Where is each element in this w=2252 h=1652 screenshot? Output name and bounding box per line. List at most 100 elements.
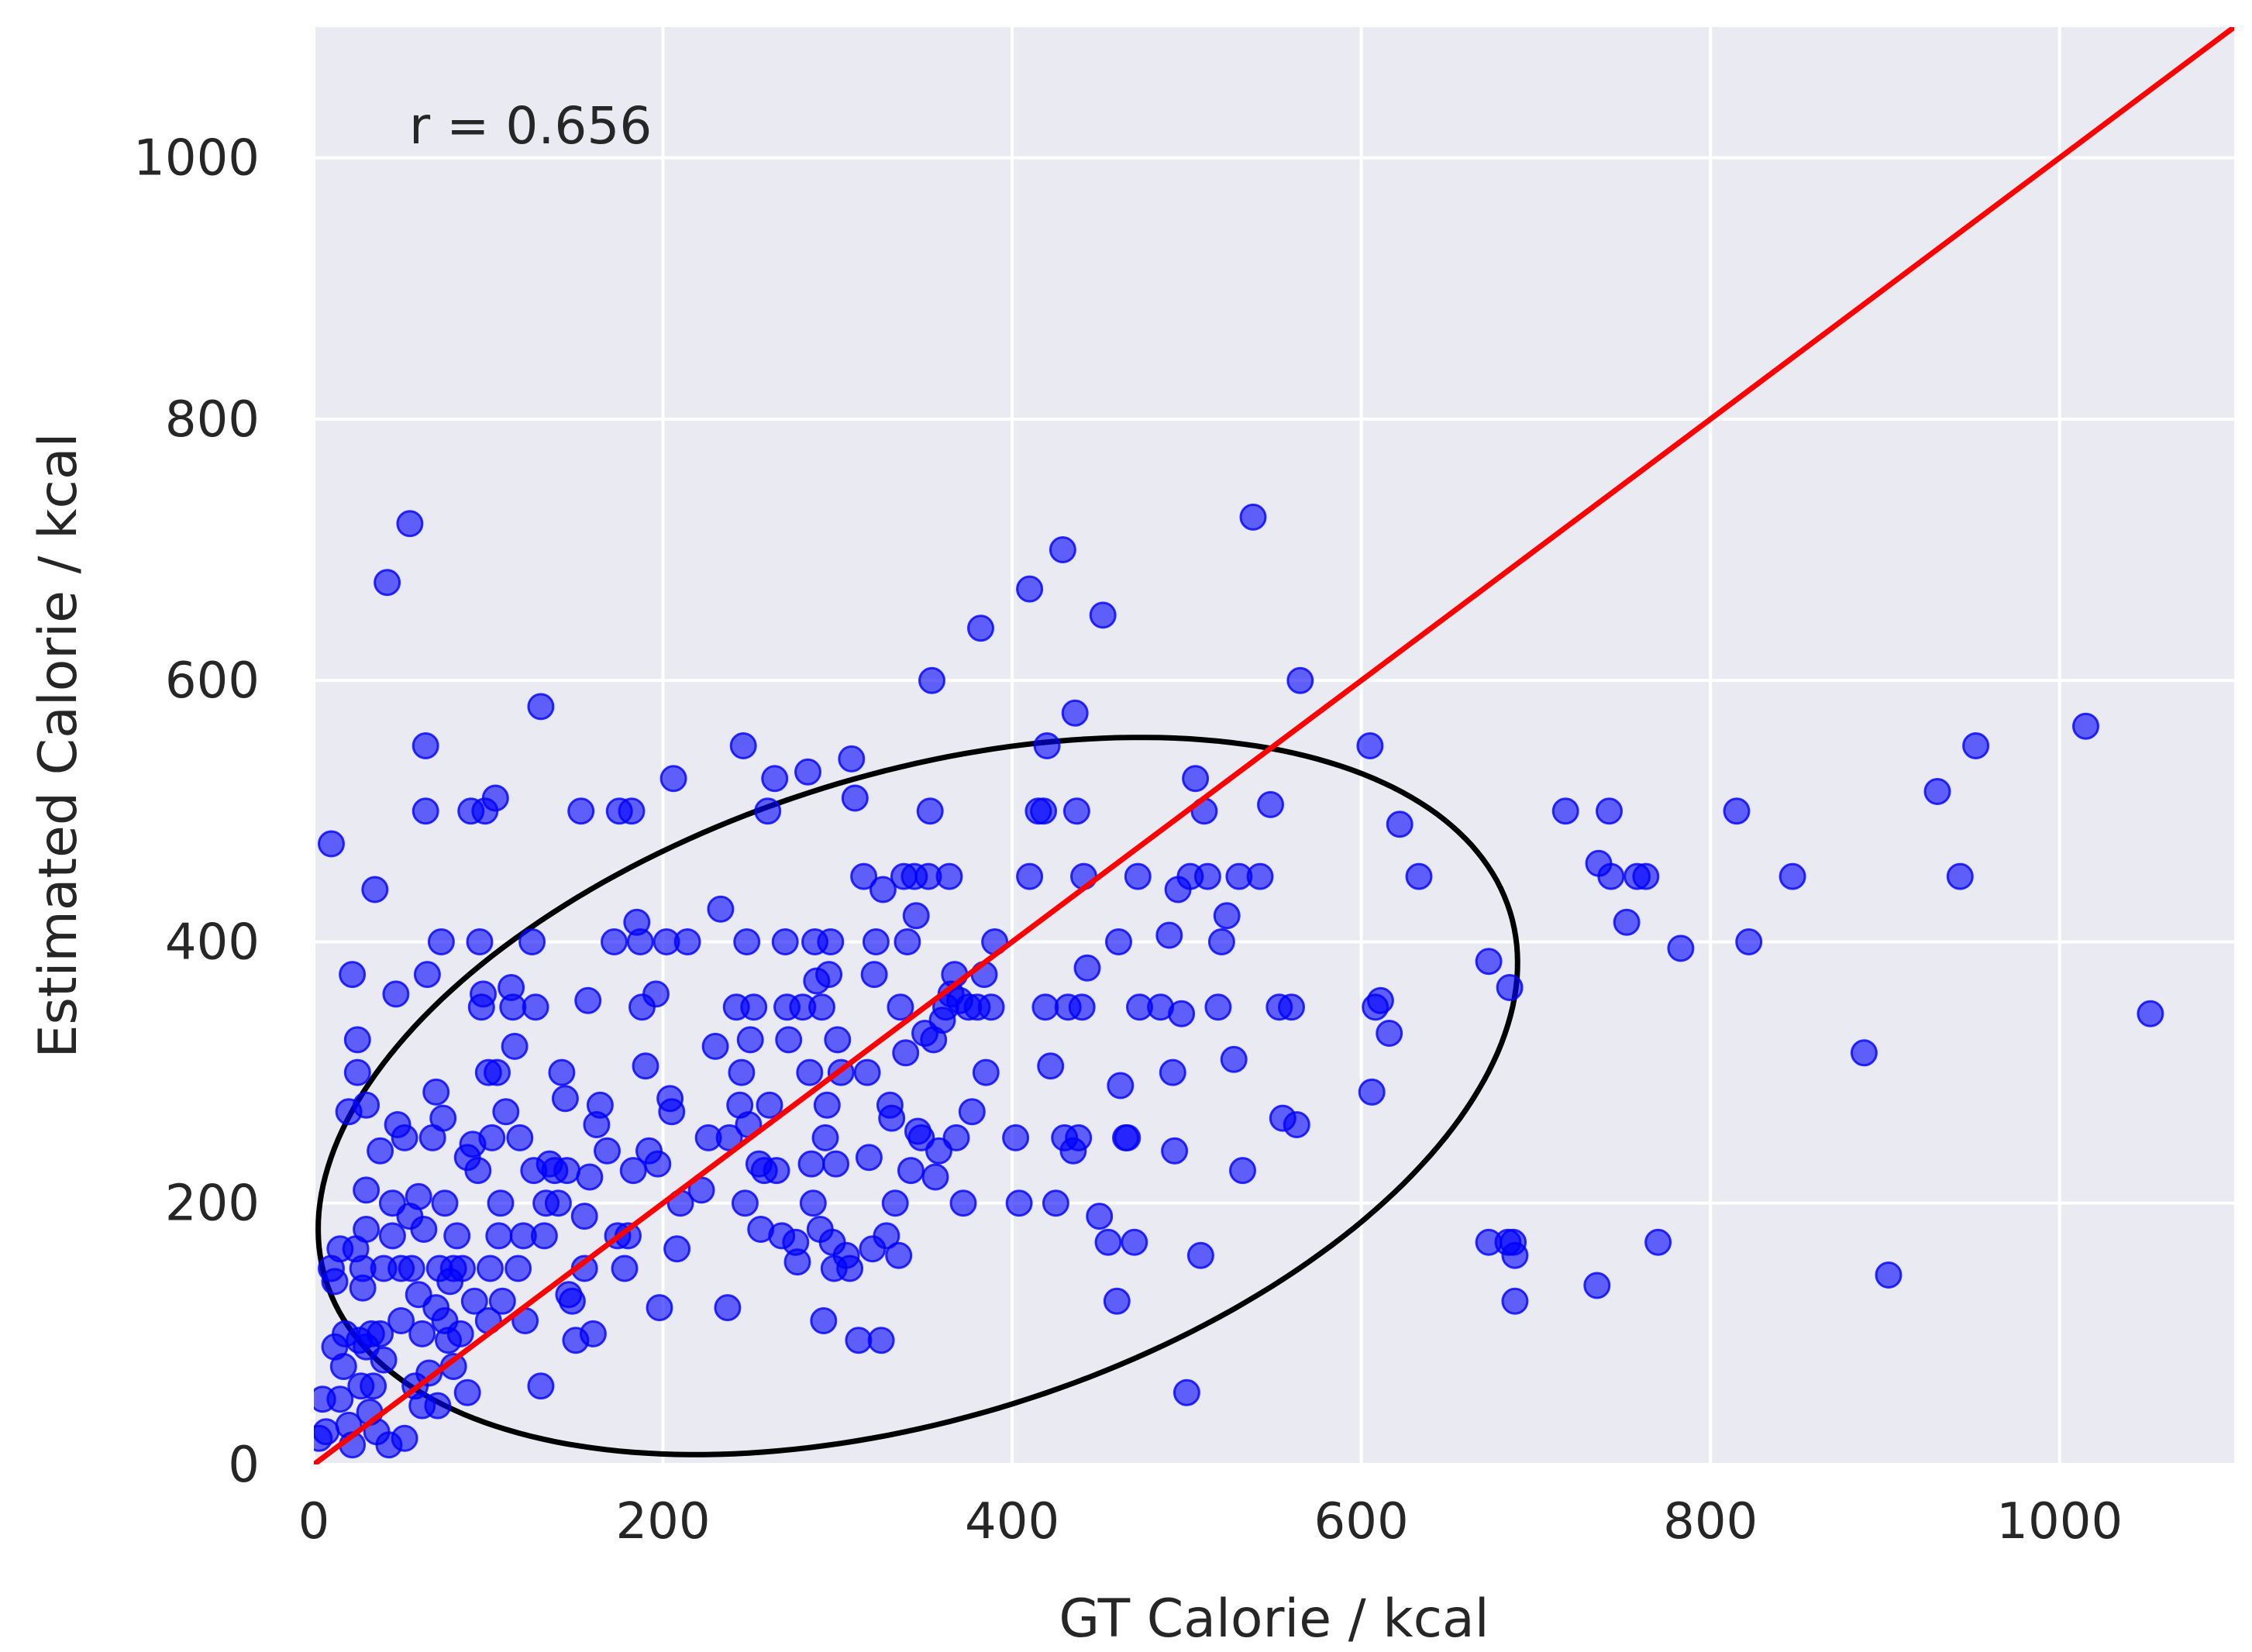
data-point (1376, 1020, 1403, 1047)
y-tick-label: 400 (165, 914, 260, 971)
data-point (892, 1039, 920, 1067)
data-point (1246, 862, 1274, 890)
data-point (1107, 1072, 1135, 1100)
data-point (808, 993, 835, 1021)
data-point (618, 797, 646, 825)
data-point (1114, 1124, 1141, 1151)
data-point (367, 1320, 394, 1347)
data-point (797, 1150, 825, 1178)
data-point (446, 1320, 474, 1347)
data-point (485, 1222, 513, 1250)
data-point (411, 797, 439, 825)
y-tick-label: 600 (165, 652, 260, 710)
data-point (918, 666, 945, 694)
data-point (1551, 797, 1579, 825)
points-layer (314, 503, 2164, 1459)
data-point (1094, 1228, 1122, 1256)
data-point (518, 928, 546, 955)
data-point (506, 1124, 534, 1151)
data-point (570, 1203, 598, 1230)
data-point (1278, 993, 1305, 1021)
data-point (761, 765, 789, 793)
data-point (878, 1104, 906, 1132)
data-point (499, 993, 527, 1021)
data-point (729, 732, 757, 759)
data-point (329, 1353, 357, 1380)
data-point (1596, 797, 1623, 825)
data-point (731, 1189, 759, 1217)
data-point (478, 1124, 506, 1151)
data-point (1207, 928, 1235, 955)
data-point (353, 1216, 380, 1243)
y-tick-labels: 0 200 400 600 800 1000 (133, 130, 260, 1494)
data-point (949, 1189, 977, 1217)
data-point (1257, 790, 1284, 818)
data-point (1159, 1058, 1186, 1086)
data-point (1286, 666, 1314, 694)
data-point (658, 1098, 686, 1126)
data-point (527, 693, 555, 721)
data-point (318, 830, 345, 858)
data-point (921, 1163, 949, 1191)
data-point (314, 1418, 340, 1446)
data-point (1583, 1272, 1611, 1299)
data-point (754, 797, 782, 825)
data-point (405, 1182, 432, 1210)
x-axis-label: GT Calorie / kcal (1059, 1588, 1489, 1650)
data-point (360, 1372, 387, 1400)
data-point (374, 569, 401, 597)
data-point (740, 993, 768, 1021)
data-point (1358, 1078, 1386, 1106)
data-point (916, 797, 944, 825)
data-point (756, 1091, 783, 1119)
data-point (427, 928, 455, 955)
data-point (1283, 1111, 1310, 1138)
data-point (492, 1098, 520, 1126)
data-point (553, 1157, 581, 1185)
data-point (470, 980, 497, 1008)
data-point (1002, 1124, 1030, 1151)
data-point (869, 876, 897, 903)
data-point (1161, 1137, 1189, 1165)
data-point (326, 1385, 354, 1413)
data-point (567, 797, 595, 825)
data-point (701, 1032, 729, 1060)
data-point (935, 862, 963, 890)
data-point (707, 895, 735, 923)
data-point (1667, 934, 1695, 962)
data-point (481, 784, 509, 812)
data-point (1124, 862, 1152, 890)
data-point (663, 1235, 691, 1263)
identity-line-layer (314, 27, 2234, 1464)
data-point (659, 765, 687, 793)
data-point (1496, 974, 1524, 1001)
data-point (601, 928, 628, 955)
correlation-annotation: r = 0.656 (409, 96, 652, 156)
data-point (594, 1137, 621, 1165)
data-point (460, 1287, 488, 1315)
data-point (642, 980, 670, 1008)
data-point (1121, 1228, 1148, 1256)
data-point (1405, 862, 1433, 890)
data-point (1475, 948, 1503, 976)
data-point (838, 745, 866, 773)
data-point (796, 1058, 824, 1086)
data-point (574, 986, 602, 1014)
data-point (1962, 732, 1990, 759)
data-point (867, 1327, 895, 1354)
data-point (396, 510, 424, 538)
data-point (339, 961, 367, 989)
data-point (361, 876, 389, 903)
data-point (1220, 1045, 1248, 1073)
x-tick-label: 800 (1663, 1493, 1758, 1550)
data-point (527, 1372, 555, 1400)
x-tick-labels: 0 200 400 600 800 1000 (298, 1493, 2123, 1550)
data-point (799, 1189, 827, 1217)
data-point (1193, 862, 1221, 890)
data-point (579, 1320, 607, 1347)
data-point (646, 1294, 673, 1322)
data-point (811, 1124, 839, 1151)
data-point (453, 1378, 481, 1406)
data-point (449, 1254, 476, 1282)
